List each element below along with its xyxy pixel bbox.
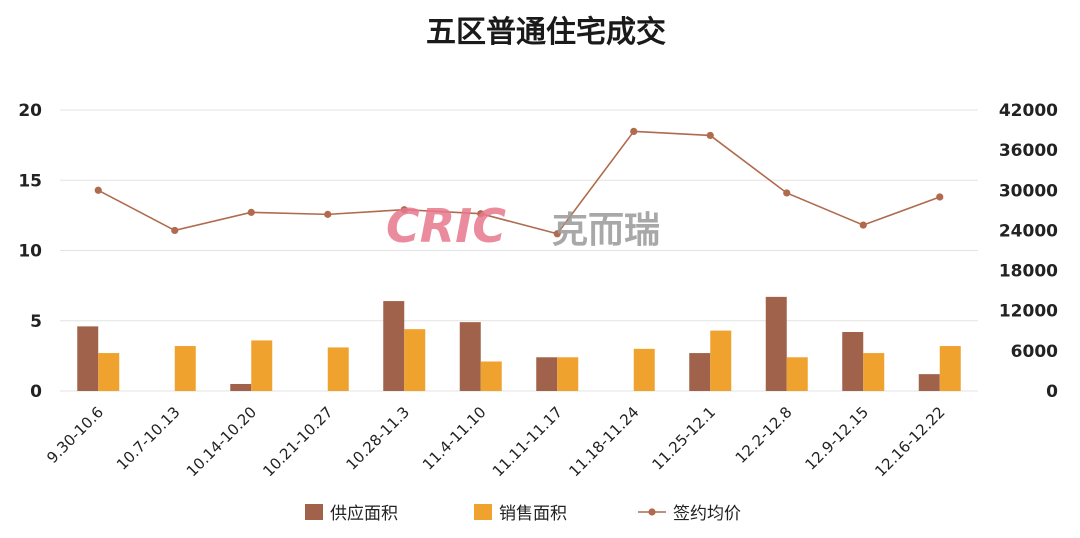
sales-bar — [327, 347, 349, 391]
supply-bar — [689, 353, 711, 391]
grid — [60, 109, 978, 392]
sales-bar — [786, 357, 808, 391]
sales-bar — [863, 353, 885, 391]
x-tick-label: 10.28-11.3 — [343, 403, 414, 474]
sales-bar — [480, 361, 502, 391]
x-tick-label: 10.21-10.27 — [259, 403, 336, 480]
price-point — [324, 210, 332, 218]
legend-supply-label: 供应面积 — [330, 504, 398, 524]
supply-bar — [842, 331, 864, 391]
sales-bar — [404, 329, 426, 391]
legend-supply-swatch — [305, 504, 323, 520]
watermark-brand: CRIC — [386, 199, 506, 253]
x-axis-ticks: 9.30-10.6 10.7-10.13 10.14-10.20 10.21-10.2… — [43, 403, 948, 480]
left-tick-label: 15 — [18, 171, 42, 191]
x-tick-label: 12.16-12.22 — [871, 403, 948, 480]
price-point — [94, 186, 102, 194]
price-point — [171, 226, 179, 235]
right-tick-label: 36000 — [999, 141, 1058, 161]
supply-bar — [383, 301, 405, 391]
legend: 供应面积 销售面积 签约均价 — [305, 504, 741, 524]
sales-bar — [251, 340, 273, 391]
price-point — [936, 193, 944, 201]
x-tick-label: 11.18-11.24 — [565, 403, 642, 480]
supply-bar — [918, 374, 940, 391]
supply-bar — [77, 326, 99, 391]
price-point — [783, 189, 791, 197]
left-tick-label: 5 — [30, 312, 42, 332]
supply-bar — [765, 296, 787, 391]
x-tick-label: 11.25-12.1 — [649, 403, 720, 474]
chart-title: 五区普通住宅成交 — [426, 15, 666, 50]
right-tick-label: 42000 — [999, 101, 1058, 121]
sales-bar — [174, 346, 196, 391]
price-point — [553, 230, 561, 238]
sales-bar — [557, 357, 579, 391]
sales-bar — [98, 353, 120, 391]
bars — [77, 296, 961, 391]
cric-watermark: CRIC 克而瑞 — [386, 199, 660, 253]
x-tick-label: 12.2-12.8 — [732, 403, 796, 467]
left-tick-label: 10 — [18, 242, 42, 262]
supply-bar — [230, 383, 252, 391]
watermark-brand-cn: 克而瑞 — [552, 210, 660, 251]
x-tick-label: 11.4-11.10 — [419, 403, 490, 474]
left-axis-ticks: 0 5 10 15 20 — [18, 101, 42, 402]
legend-sales-label: 销售面积 — [499, 504, 567, 524]
x-tick-label: 11.11-11.17 — [489, 403, 566, 480]
supply-bar — [459, 322, 481, 391]
right-tick-label: 18000 — [999, 262, 1058, 282]
sales-bar — [939, 346, 961, 391]
price-point — [630, 127, 638, 136]
legend-price-marker — [648, 508, 656, 516]
price-line — [94, 127, 944, 238]
right-tick-label: 0 — [1046, 382, 1058, 402]
left-tick-label: 20 — [18, 101, 42, 121]
legend-price-label: 签约均价 — [673, 504, 741, 524]
supply-bar — [536, 357, 558, 391]
price-point — [247, 208, 255, 216]
x-tick-label: 12.9-12.15 — [802, 403, 873, 474]
price-point — [477, 210, 485, 218]
right-tick-label: 24000 — [999, 221, 1058, 241]
right-tick-label: 12000 — [999, 302, 1058, 322]
right-tick-label: 30000 — [999, 181, 1058, 201]
sales-bar — [710, 330, 732, 391]
x-tick-label: 10.14-10.20 — [183, 403, 260, 480]
right-axis-ticks: 0 6000 12000 18000 24000 30000 36000 42000 — [999, 101, 1058, 402]
price-point — [859, 221, 867, 229]
price-line-path — [97, 130, 941, 235]
legend-sales-swatch — [474, 504, 492, 520]
right-tick-label: 6000 — [1011, 342, 1058, 362]
x-tick-label: 10.7-10.13 — [113, 403, 184, 474]
left-tick-label: 0 — [30, 382, 42, 402]
x-tick-label: 9.30-10.6 — [43, 403, 107, 467]
sales-bar — [633, 348, 655, 391]
price-point — [400, 206, 408, 214]
price-point — [706, 131, 714, 140]
